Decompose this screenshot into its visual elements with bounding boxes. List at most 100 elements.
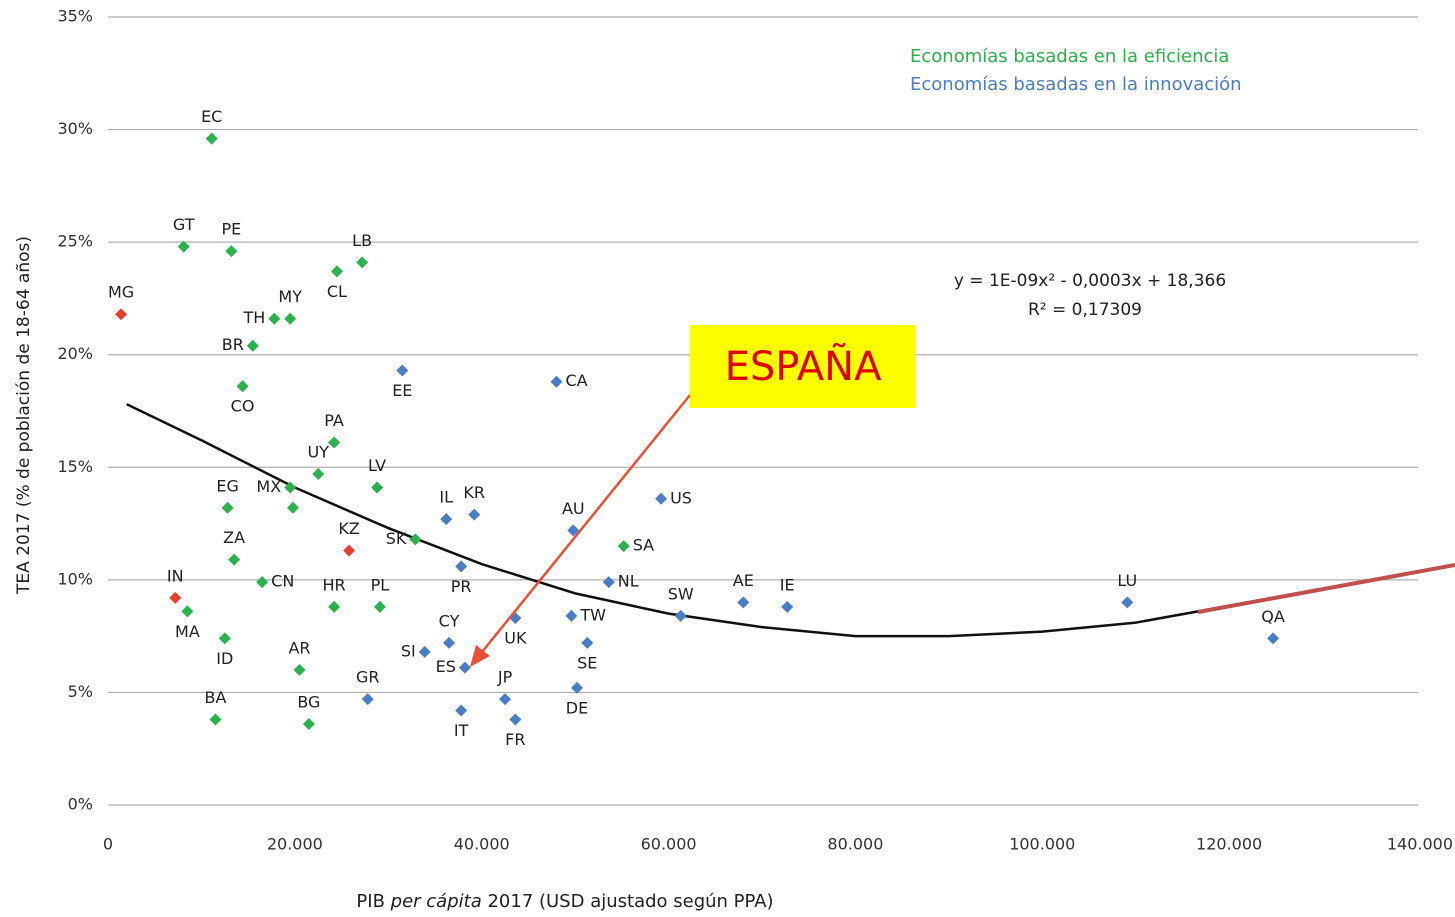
point (550, 375, 563, 388)
point (409, 533, 422, 546)
point (169, 591, 182, 604)
point (268, 312, 281, 325)
point-label: ZA (223, 528, 245, 547)
point-label: CA (565, 371, 587, 390)
point-label: SW (668, 584, 694, 603)
point-label: GT (173, 215, 195, 234)
point-label: PE (221, 220, 241, 239)
point (468, 508, 481, 521)
point (567, 524, 580, 537)
point-label: MY (278, 287, 302, 306)
point (1121, 596, 1134, 609)
point (443, 636, 456, 649)
point (209, 713, 222, 726)
point (328, 436, 341, 449)
point (571, 681, 584, 694)
point-label: TH (242, 308, 265, 327)
point-label: AE (733, 571, 754, 590)
y-tick-label: 20% (57, 344, 93, 363)
point-label: IT (454, 721, 469, 740)
point (361, 693, 374, 706)
point-label: CO (231, 397, 255, 416)
point (330, 265, 343, 278)
point-label: PA (324, 411, 344, 430)
legend-entry: Economías basadas en la innovación (910, 74, 1242, 95)
point (221, 501, 234, 514)
point-label: CN (271, 572, 294, 591)
point (284, 481, 297, 494)
point-label: GR (356, 668, 380, 687)
point (509, 612, 522, 625)
point (218, 632, 231, 645)
x-tick-label: 20.000 (267, 835, 323, 854)
point (236, 380, 249, 393)
point-label: EE (392, 381, 412, 400)
point-label: UK (504, 629, 527, 648)
point-label: SK (386, 529, 407, 548)
x-label-part: 2017 (USD ajustado según PPA) (482, 891, 774, 912)
point (356, 256, 369, 269)
point-label: SI (401, 641, 416, 660)
point-label: EG (216, 476, 239, 495)
point (286, 501, 299, 514)
point-label: MX (256, 477, 281, 496)
point-label: HR (323, 575, 346, 594)
y-tick-label: 5% (68, 682, 93, 701)
point (602, 576, 615, 589)
marker-line (1197, 563, 1455, 614)
point (284, 312, 297, 325)
point-label: ID (216, 649, 233, 668)
point-label: ES (436, 657, 456, 676)
highlight-label: ESPAÑA (725, 342, 883, 390)
arrow-line (481, 394, 691, 653)
point-label: LB (352, 231, 372, 250)
point-label: PR (451, 577, 472, 596)
point-label: LV (368, 456, 386, 475)
y-tick-label: 35% (57, 7, 93, 26)
point-label: SA (633, 536, 654, 555)
point-label: BR (222, 335, 244, 354)
point (177, 240, 190, 253)
y-axis-label: TEA 2017 (% de población de 18-64 años) (14, 236, 34, 595)
point (440, 513, 453, 526)
point (312, 468, 325, 481)
point (228, 553, 241, 566)
point (373, 600, 386, 613)
point-label: BA (204, 688, 226, 707)
point (617, 540, 630, 553)
point (343, 544, 356, 557)
x-label-part: per cápita (390, 891, 482, 912)
arrow-head (470, 645, 490, 667)
point (371, 481, 384, 494)
point (455, 704, 468, 717)
point-label: JP (497, 668, 513, 687)
equation: y = 1E-09x² - 0,0003x + 18,366 (954, 271, 1226, 291)
point-label: QA (1261, 607, 1285, 626)
highlight-box (690, 325, 916, 408)
x-tick-label: 40.000 (454, 835, 510, 854)
point (205, 132, 218, 145)
point-label: IE (780, 575, 795, 594)
point-label: IL (439, 488, 453, 507)
point-label: KR (463, 483, 485, 502)
x-tick-label: 80.000 (827, 835, 883, 854)
point-label: NL (618, 572, 639, 591)
point-label: MA (175, 622, 200, 641)
point-label: PL (371, 575, 390, 594)
x-tick-label: 100.000 (1009, 835, 1075, 854)
y-tick-label: 25% (57, 232, 93, 251)
point (246, 339, 259, 352)
point-label: MG (108, 283, 134, 302)
y-tick-label: 30% (57, 119, 93, 138)
point (674, 609, 687, 622)
point-label: CL (327, 282, 347, 301)
point-label: AR (288, 638, 310, 657)
point (509, 713, 522, 726)
x-tick-label: 120.000 (1196, 835, 1262, 854)
point-label: EC (201, 107, 222, 126)
point-label: UY (307, 443, 329, 462)
point-label: DE (566, 698, 588, 717)
r-squared: R² = 0,17309 (1028, 300, 1142, 320)
point-label: TW (579, 605, 606, 624)
